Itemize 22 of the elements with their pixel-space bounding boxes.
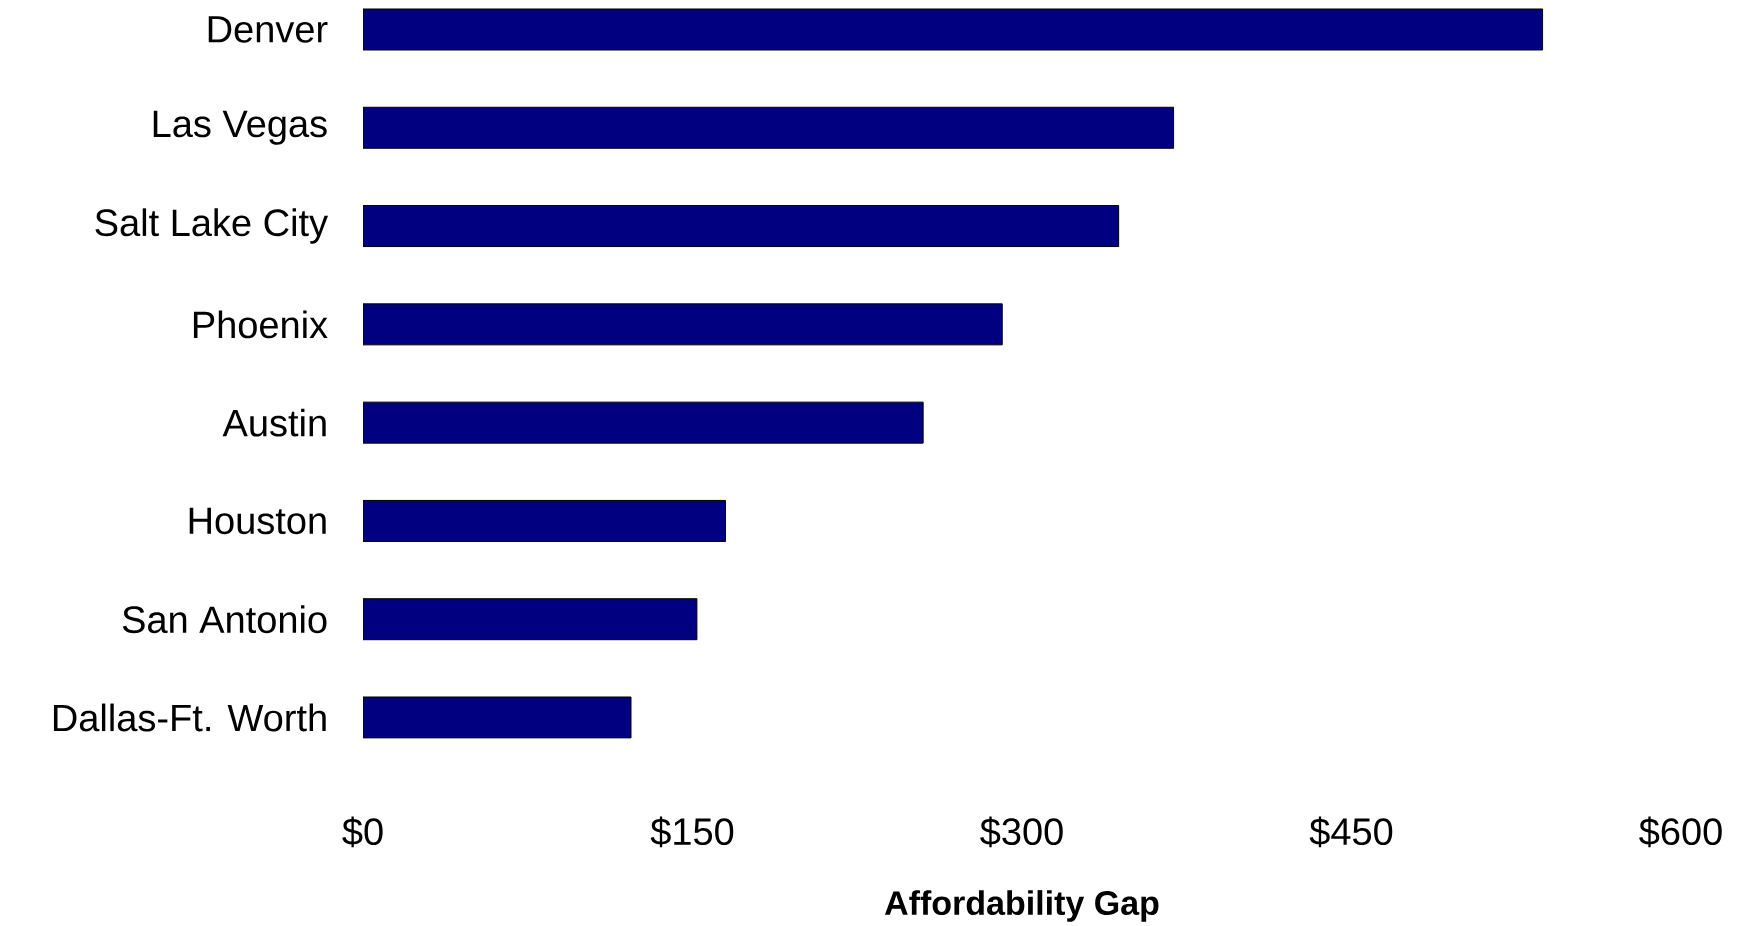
bar bbox=[363, 106, 1175, 149]
x-axis-title: Affordability Gap bbox=[884, 890, 1159, 922]
bar bbox=[363, 8, 1544, 51]
x-tick-label: $600 bbox=[1639, 816, 1722, 848]
y-tick-label: Houston bbox=[189, 507, 326, 535]
bar bbox=[363, 696, 632, 739]
y-tick-label: Salt Lake City bbox=[95, 208, 329, 244]
y-tick-label: Austin bbox=[222, 408, 326, 437]
x-tick-label: $150 bbox=[650, 816, 734, 848]
bar bbox=[363, 401, 924, 444]
x-tick-label: $300 bbox=[980, 816, 1063, 848]
bar bbox=[363, 598, 698, 641]
x-tick-label: $450 bbox=[1309, 816, 1393, 848]
x-tick-label: $0 bbox=[342, 816, 383, 848]
y-tick-label: Phoenix bbox=[193, 310, 328, 339]
y-tick-label: Dallas-Ft. Worth bbox=[53, 703, 326, 732]
y-tick-label: Denver bbox=[208, 16, 328, 43]
bar bbox=[363, 303, 1003, 346]
bar bbox=[363, 499, 726, 542]
y-tick-label: Las Vegas bbox=[153, 110, 327, 145]
y-tick-label: San Antonio bbox=[122, 605, 327, 634]
bar bbox=[363, 205, 1120, 248]
